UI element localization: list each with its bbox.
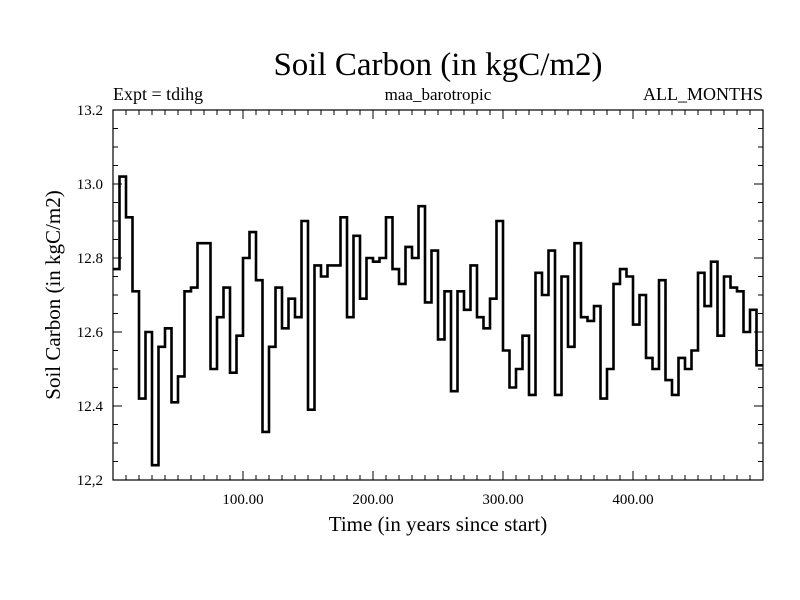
soil-carbon-series-line [113,175,763,467]
chart-title: Soil Carbon (in kgC/m2) [273,47,602,83]
y-tick-label: 13.0 [77,177,103,193]
x-axis-label: Time (in years since start) [329,512,548,536]
y-axis-ticks [113,128,763,462]
y-tick-label: 12.8 [77,251,103,267]
x-axis-tick-labels: 100.00 200.00 300.00 400.00 [222,492,653,508]
x-tick-label: 400.00 [612,492,653,508]
y-tick-label: 13.2 [77,103,103,119]
x-tick-label: 300.00 [482,492,523,508]
x-tick-label: 100.00 [222,492,263,508]
subtitle-center: maa_barotropic [385,85,492,104]
y-tick-label: 12.6 [77,325,104,341]
x-axis-ticks [125,110,751,480]
y-tick-label: 12,2 [77,473,103,489]
months-label: ALL_MONTHS [643,84,763,104]
y-axis-tick-labels: 12,2 12.4 12.6 12.8 13.0 13.2 [77,103,104,489]
y-tick-label: 12.4 [77,399,104,415]
x-tick-label: 200.00 [352,492,393,508]
y-axis-label: Soil Carbon (in kgC/m2) [41,190,65,399]
experiment-label: Expt = tdihg [113,84,203,104]
